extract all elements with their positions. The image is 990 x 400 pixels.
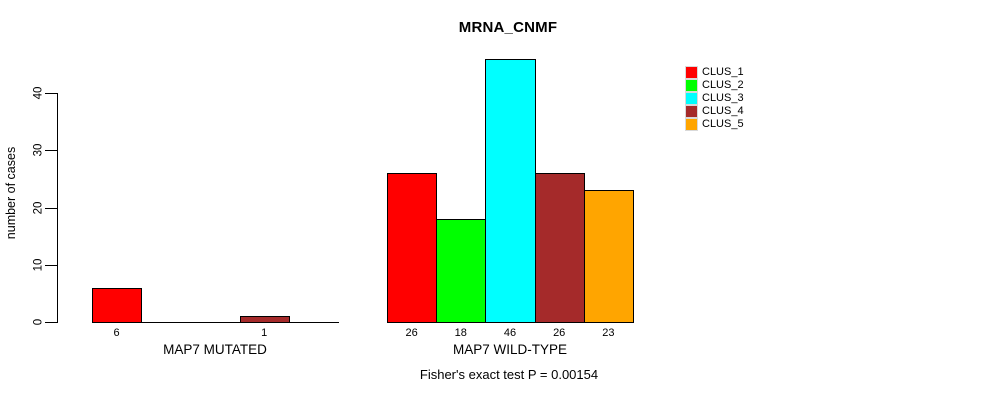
- legend: CLUS_1 CLUS_2 CLUS_3 CLUS_4 CLUS_5: [685, 66, 744, 131]
- clus-2-swatch: [685, 79, 698, 92]
- y-axis-tick: [45, 207, 57, 209]
- bar-group-map7-wild-type: 26 18 46 26 23 MAP7 WILD-TYPE: [387, 0, 635, 400]
- bar-map7-wild-type-clus-3: [485, 59, 536, 323]
- bar-map7-mutated-clus-5: [288, 322, 339, 323]
- y-axis-tick-label: 10: [32, 258, 45, 272]
- x-axis-group-label-map7-wild-type: MAP7 WILD-TYPE: [452, 342, 568, 357]
- legend-entry-clus-3: CLUS_3: [685, 92, 744, 105]
- legend-label: CLUS_4: [702, 105, 744, 117]
- bar-value-label: 26: [405, 327, 418, 339]
- y-axis-tick: [45, 150, 57, 152]
- clus-5-swatch: [685, 118, 698, 131]
- clus-4-swatch: [685, 105, 698, 118]
- bar-value-label: 6: [113, 327, 120, 339]
- bar-value-label: 26: [553, 327, 566, 339]
- legend-label: CLUS_1: [702, 66, 744, 78]
- y-axis-tick: [45, 93, 57, 94]
- legend-entry-clus-4: CLUS_4: [685, 105, 744, 118]
- bar-map7-mutated-clus-4: [239, 316, 290, 323]
- y-axis-tick: [45, 322, 57, 323]
- y-axis-tick: [45, 264, 57, 266]
- bar-group-map7-mutated: 6 1 MAP7 MUTATED: [92, 0, 340, 400]
- fisher-test-annotation: Fisher's exact test P = 0.00154: [419, 367, 599, 382]
- bar-map7-mutated-clus-1: [92, 288, 143, 323]
- bar-map7-wild-type-clus-4: [534, 173, 585, 323]
- legend-label: CLUS_2: [702, 79, 744, 91]
- bar-value-label: 18: [454, 327, 467, 339]
- y-axis-line: [57, 93, 58, 323]
- legend-label: CLUS_3: [702, 92, 744, 104]
- bar-value-label: 23: [602, 327, 615, 339]
- y-axis-tick-label: 20: [32, 201, 45, 214]
- legend-entry-clus-5: CLUS_5: [685, 118, 744, 131]
- bar-map7-wild-type-clus-1: [387, 173, 438, 323]
- bar-map7-wild-type-clus-5: [583, 190, 634, 323]
- x-axis-group-label-map7-mutated: MAP7 MUTATED: [163, 342, 267, 357]
- y-axis-tick-label: 30: [32, 143, 45, 157]
- bar-map7-wild-type-clus-2: [436, 219, 487, 323]
- legend-entry-clus-2: CLUS_2: [685, 79, 744, 92]
- clus-1-swatch: [685, 66, 698, 79]
- bar-map7-mutated-clus-2: [141, 322, 192, 323]
- legend-label: CLUS_5: [702, 118, 744, 130]
- y-axis-tick-label: 40: [32, 86, 45, 100]
- bar-value-label: 46: [503, 327, 517, 339]
- chart-title: MRNA_CNMF: [458, 19, 558, 36]
- y-axis-tick-label: 0: [32, 318, 45, 326]
- legend-entry-clus-1: CLUS_1: [685, 66, 744, 79]
- clus-3-swatch: [685, 92, 698, 105]
- bar-map7-mutated-clus-3: [190, 322, 241, 323]
- bar-value-label: 1: [261, 327, 268, 339]
